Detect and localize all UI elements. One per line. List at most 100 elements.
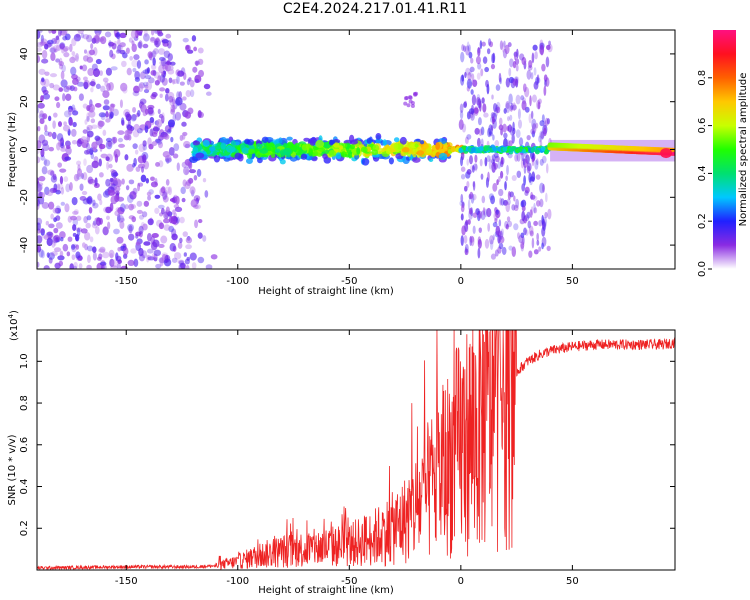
spectral-blob <box>50 175 58 183</box>
spectral-blob <box>530 206 534 216</box>
spectral-blob <box>68 118 73 126</box>
spectral-blob <box>533 220 538 227</box>
spectral-blob <box>303 137 310 142</box>
spectral-blob <box>481 97 485 104</box>
spectral-blob <box>105 178 111 187</box>
x-tick-label: -150 <box>115 576 138 587</box>
spectral-blob <box>149 116 155 124</box>
spectral-blob <box>102 90 110 98</box>
spectral-blob <box>508 147 514 153</box>
spectral-blob <box>142 140 147 147</box>
spectral-blob <box>172 113 177 122</box>
spectral-blob <box>475 163 478 172</box>
spectral-blob <box>528 113 532 124</box>
spectral-blob <box>539 158 544 166</box>
spectral-blob <box>37 102 45 109</box>
spectral-blob <box>516 170 522 179</box>
spectral-blob <box>183 252 187 257</box>
spectral-blob <box>547 43 553 53</box>
spectral-blob <box>136 209 143 215</box>
spectral-blob <box>167 186 173 196</box>
spectral-blob <box>496 179 499 186</box>
spectral-blob <box>143 33 150 42</box>
spectral-blob <box>466 78 473 89</box>
spectral-blob <box>506 164 509 176</box>
spectral-blob <box>530 128 535 135</box>
spectral-blob <box>105 67 112 76</box>
spectral-blob <box>65 145 71 150</box>
spectral-blob <box>158 222 165 230</box>
spectral-blob <box>197 47 204 54</box>
spectral-blob <box>91 37 97 44</box>
spectral-blob <box>90 43 94 50</box>
spectral-blob <box>527 65 533 71</box>
spectral-blob <box>513 204 519 212</box>
spectral-blob <box>167 128 172 134</box>
spectral-blob <box>172 105 178 110</box>
spectral-blob <box>523 175 526 186</box>
spectral-blob <box>71 128 77 137</box>
spectral-blob <box>65 93 72 101</box>
spectral-blob <box>111 170 118 178</box>
spectral-blob <box>67 215 73 223</box>
spectral-blob <box>480 126 485 136</box>
spectral-blob <box>329 139 335 145</box>
x-tick-label: -150 <box>115 276 138 287</box>
spectral-blob <box>131 216 137 223</box>
spectral-blob <box>163 211 169 220</box>
spectral-blob <box>71 243 78 248</box>
spectral-blob <box>202 139 210 147</box>
spectral-blob <box>533 202 536 214</box>
spectral-blob <box>48 30 52 34</box>
spectral-blob <box>90 87 94 93</box>
spectral-blob <box>315 140 325 148</box>
spectral-blob <box>119 32 127 39</box>
spectral-blob <box>113 228 120 235</box>
spectral-blob <box>188 169 197 174</box>
spectral-blob <box>537 98 542 105</box>
spectral-blob <box>76 81 85 87</box>
spectral-blob <box>165 179 170 186</box>
spectral-blob <box>464 243 469 253</box>
spectral-blob <box>520 232 525 239</box>
spectral-blob <box>81 64 88 72</box>
spectral-blob <box>80 32 85 39</box>
spectral-blob <box>526 211 531 219</box>
spectral-blob <box>95 137 103 146</box>
spectral-blob <box>463 45 467 52</box>
spectral-blob <box>172 209 176 215</box>
spectral-blob <box>537 101 541 110</box>
spectral-blob <box>81 142 87 149</box>
spectral-blob <box>51 30 57 34</box>
spectral-blob <box>471 94 477 106</box>
spectral-blob <box>485 79 489 88</box>
spectral-blob <box>87 68 95 77</box>
spectral-blob <box>153 71 161 79</box>
spectral-blob <box>64 203 70 213</box>
spectral-blob <box>141 166 145 173</box>
spectral-blob <box>484 66 490 73</box>
spectral-blob <box>511 204 516 211</box>
spectral-blob <box>50 213 54 220</box>
spectral-blob <box>108 40 112 48</box>
spectral-blob <box>53 217 58 223</box>
spectral-blob <box>60 186 65 195</box>
x-tick-label: -100 <box>226 576 249 587</box>
spectral-blob <box>173 194 178 199</box>
spectral-blob <box>76 160 82 166</box>
spectral-blob <box>322 153 328 160</box>
spectral-blob <box>38 30 43 33</box>
spectral-blob <box>87 195 93 205</box>
spectral-blob <box>528 59 533 69</box>
spectral-blob <box>138 31 143 37</box>
spectral-blob <box>95 83 101 90</box>
spectral-blob <box>170 104 176 113</box>
spectral-blob <box>181 197 186 203</box>
spectral-blob <box>147 107 154 115</box>
spectral-blob <box>546 118 550 125</box>
spectral-blob <box>49 73 58 78</box>
spectral-blob <box>530 72 534 80</box>
spectral-blob <box>349 144 356 150</box>
spectral-blob <box>164 125 172 133</box>
spectral-blob <box>163 50 171 59</box>
